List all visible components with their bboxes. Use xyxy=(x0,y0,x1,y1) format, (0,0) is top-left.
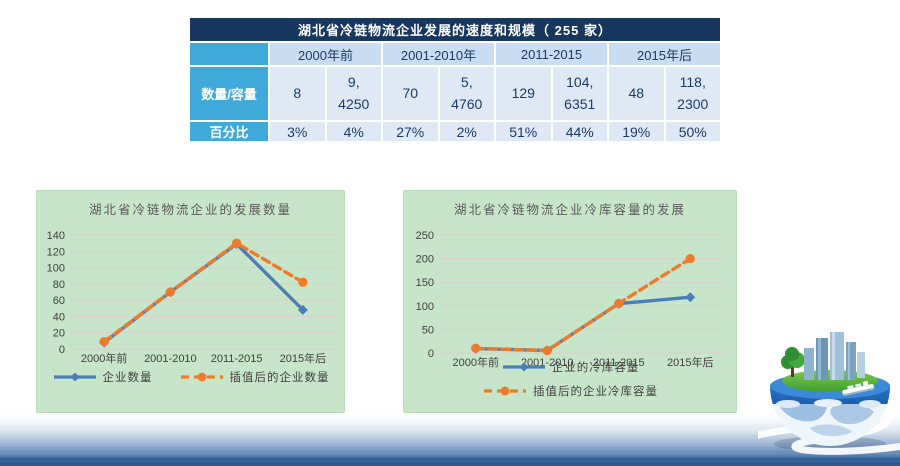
table-title: 湖北省冷链物流企业发展的速度和规模（ 255 家） xyxy=(188,16,722,43)
svg-text:60: 60 xyxy=(53,295,65,307)
enterprise-count-chart: 湖北省冷链物流企业的发展数量 0 20 40 60 80 100 120 140 2000年前 2… xyxy=(36,190,345,413)
table-cell: 44% xyxy=(550,120,609,143)
cold-storage-capacity-chart: 湖北省冷链物流企业冷库容量的发展 0 50 100 150 200 250 2000年前 20… xyxy=(403,190,737,413)
legend-item: 企业的冷库容量 xyxy=(501,359,640,375)
table-cell: 118, 2300 xyxy=(663,65,722,122)
svg-text:2000年前: 2000年前 xyxy=(453,355,499,369)
table-row: 百分比 3% 4% 27% 2% 51% 44% 19% 50% xyxy=(188,120,722,143)
svg-text:2015年后: 2015年后 xyxy=(280,351,326,365)
chart-legend: 企业数量 插值后的企业数量 xyxy=(37,369,344,385)
legend-line-sample-icon xyxy=(502,362,545,372)
table-cell: 5, 4760 xyxy=(437,65,496,122)
svg-text:100: 100 xyxy=(47,263,65,275)
svg-text:250: 250 xyxy=(416,230,434,242)
table-cell: 2% xyxy=(437,120,496,143)
svg-text:40: 40 xyxy=(53,311,65,323)
legend-label: 企业数量 xyxy=(102,372,153,384)
table-cell: 104, 6351 xyxy=(550,65,609,122)
col-group-2000前: 2000年前 xyxy=(268,41,383,67)
svg-text:2011-2015: 2011-2015 xyxy=(211,353,263,365)
chart-legend: 插值后的企业冷库容量 xyxy=(404,383,736,399)
globe-city-decoration xyxy=(758,332,900,455)
table-corner-cell xyxy=(188,41,270,67)
svg-text:2015年后: 2015年后 xyxy=(667,355,713,369)
svg-text:50: 50 xyxy=(422,324,434,336)
legend-line-sample-icon xyxy=(180,372,223,382)
col-group-2015后: 2015年后 xyxy=(607,41,722,67)
cargo-ship-icon xyxy=(842,380,875,397)
table-cell: 129 xyxy=(494,65,553,122)
table-cell: 8 xyxy=(268,65,327,122)
table-cell: 51% xyxy=(494,120,553,143)
chart-plot-area: 0 20 40 60 80 100 120 140 2000年前 2001-2010 2011-20… xyxy=(37,191,344,412)
svg-text:150: 150 xyxy=(416,277,434,289)
svg-text:2011-2015: 2011-2015 xyxy=(593,357,645,369)
chart-title: 湖北省冷链物流企业冷库容量的发展 xyxy=(453,203,686,217)
svg-text:80: 80 xyxy=(53,279,65,291)
svg-text:100: 100 xyxy=(416,301,434,313)
chart-plot-area: 0 50 100 150 200 250 2000年前 2001-2010 2011-2015 2… xyxy=(404,191,736,412)
legend-label: 插值后的企业冷库容量 xyxy=(533,386,658,398)
row-label-quantity-capacity: 数量/容量 xyxy=(188,65,270,122)
legend-item: 企业数量 xyxy=(52,369,153,385)
table-cell: 70 xyxy=(381,65,440,122)
table-cell: 19% xyxy=(607,120,666,143)
chart-canvas: 0 20 40 60 80 100 120 140 2000年前 2001-2010 2011-20… xyxy=(47,230,336,365)
col-group-2001-2010: 2001-2010年 xyxy=(381,41,496,67)
table-cell: 9, 4250 xyxy=(324,65,383,122)
svg-text:0: 0 xyxy=(59,344,65,356)
table-cell: 3% xyxy=(268,120,327,143)
svg-text:120: 120 xyxy=(47,246,65,258)
chart-legend: 企业的冷库容量 xyxy=(404,359,736,375)
col-group-2011-2015: 2011-2015 xyxy=(494,41,609,67)
legend-item: 插值后的企业数量 xyxy=(179,369,330,385)
stats-table: 湖北省冷链物流企业发展的速度和规模（ 255 家） 2000年前 2001-20… xyxy=(188,16,722,143)
svg-text:140: 140 xyxy=(47,230,65,242)
legend-line-sample-icon xyxy=(484,386,526,396)
chart-title: 湖北省冷链物流企业的发展数量 xyxy=(88,203,292,217)
legend-label: 插值后的企业数量 xyxy=(229,372,330,384)
table-row: 数量/容量 8 9, 4250 70 5, 4760 129 104, 6351… xyxy=(188,65,722,122)
svg-text:20: 20 xyxy=(53,328,65,340)
tree-icon xyxy=(781,347,805,377)
table-cell: 50% xyxy=(663,120,722,143)
legend-label: 企业的冷库容量 xyxy=(551,362,640,374)
svg-text:2001-2010: 2001-2010 xyxy=(144,353,197,365)
table-cell: 48 xyxy=(607,65,666,122)
legend-line-sample-icon xyxy=(53,372,96,382)
svg-text:0: 0 xyxy=(428,348,434,360)
svg-text:2000年前: 2000年前 xyxy=(81,351,127,365)
svg-text:200: 200 xyxy=(416,254,434,266)
ocean-decoration xyxy=(0,413,900,466)
table-cell: 27% xyxy=(381,120,440,143)
city-buildings-icon xyxy=(804,332,865,380)
table-cell: 4% xyxy=(324,120,383,143)
row-label-percentage: 百分比 xyxy=(188,120,270,143)
legend-item: 插值后的企业冷库容量 xyxy=(482,383,658,399)
